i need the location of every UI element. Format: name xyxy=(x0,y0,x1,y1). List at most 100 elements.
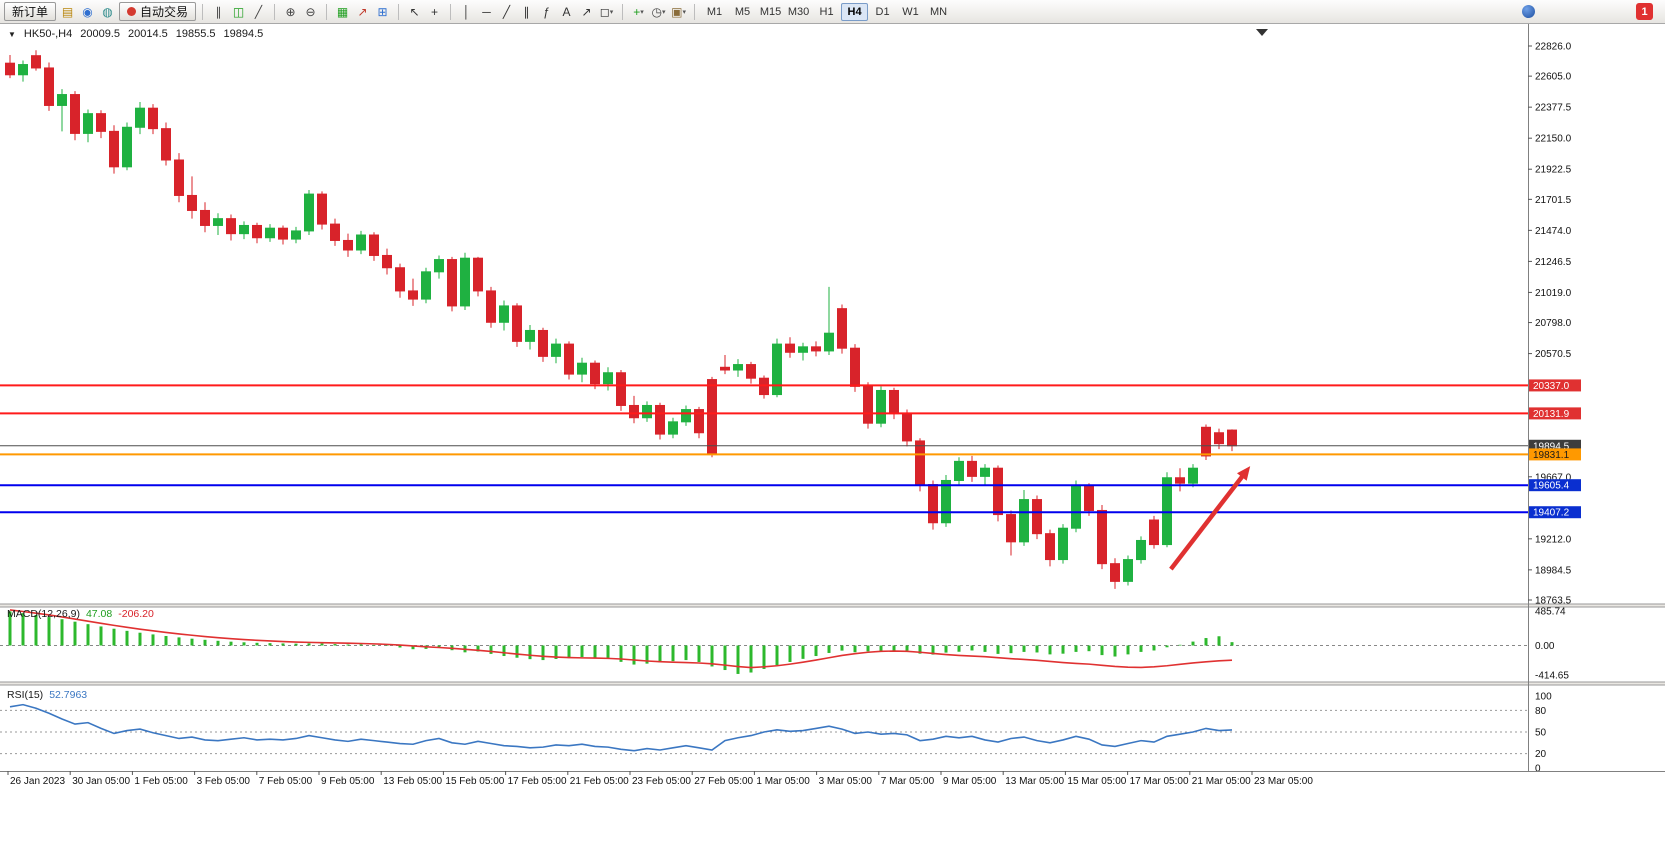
toolbar-right: 1 xyxy=(1519,2,1661,21)
status-icon[interactable] xyxy=(1519,2,1538,21)
svg-text:1 Mar 05:00: 1 Mar 05:00 xyxy=(756,776,810,787)
toolbar-separator xyxy=(398,3,400,20)
svg-text:7 Feb 05:00: 7 Feb 05:00 xyxy=(259,776,313,787)
trend-arrow[interactable] xyxy=(1169,466,1251,571)
svg-text:22605.0: 22605.0 xyxy=(1535,72,1572,83)
svg-text:18763.5: 18763.5 xyxy=(1535,596,1572,607)
arrows-icon[interactable]: ↗ xyxy=(581,4,592,19)
timeframe-h4-button[interactable]: H4 xyxy=(841,2,869,21)
svg-text:21474.0: 21474.0 xyxy=(1535,226,1572,237)
svg-text:20: 20 xyxy=(1535,749,1547,760)
community-icon[interactable]: ◍ xyxy=(102,4,113,19)
cursor-icon[interactable]: ↖ xyxy=(409,4,420,19)
channel-icon[interactable]: ∥ xyxy=(523,4,530,19)
macd-panel xyxy=(0,609,1528,674)
svg-text:80: 80 xyxy=(1535,706,1547,717)
timeframe-m30-button[interactable]: M30 xyxy=(787,5,810,18)
template-icon[interactable]: ▣ ▾ xyxy=(671,4,686,19)
svg-text:23 Mar 05:00: 23 Mar 05:00 xyxy=(1254,776,1313,787)
dropdown-caret-icon[interactable]: ▾ xyxy=(662,8,666,16)
drawing-tools-group: │ ─ ╱ ∥ ƒ A ↗ ◻ ▾ xyxy=(457,2,616,21)
low-value: 19855.5 xyxy=(175,28,216,40)
dropdown-caret-icon[interactable]: ▾ xyxy=(609,8,614,16)
timeframe-h1-button[interactable]: H1 xyxy=(819,5,834,18)
svg-text:21246.5: 21246.5 xyxy=(1535,257,1572,268)
toolbar: 新订单 ▤ ◉ ◍ 自动交易 ∥ ◫ ╱ ⊕ ⊖ ▦ ↗ ⊞ ↖ + │ ─ ╱ ∥ ƒ A ↗ ◻ ▾ + ▾ ◷… xyxy=(0,0,1665,24)
add-indicator-icon[interactable]: + ▾ xyxy=(633,4,644,19)
zoom-in-icon[interactable]: ⊕ xyxy=(285,4,296,19)
svg-text:19831.1: 19831.1 xyxy=(1533,450,1570,461)
fibonacci-icon[interactable]: ƒ xyxy=(543,4,550,19)
notification-badge[interactable]: 1 xyxy=(1636,3,1653,20)
svg-text:30 Jan 05:00: 30 Jan 05:00 xyxy=(72,776,130,787)
new-order-button[interactable]: 新订单 xyxy=(4,2,57,21)
line-chart-icon[interactable]: ╱ xyxy=(254,4,263,19)
market-watch-icon[interactable]: ▤ xyxy=(61,4,74,19)
svg-text:21 Feb 05:00: 21 Feb 05:00 xyxy=(570,776,629,787)
timeframe-d1-button[interactable]: D1 xyxy=(875,5,890,18)
tile-windows-icon[interactable]: ⊞ xyxy=(377,4,388,19)
svg-text:9 Feb 05:00: 9 Feb 05:00 xyxy=(321,776,375,787)
svg-text:21 Mar 05:00: 21 Mar 05:00 xyxy=(1192,776,1251,787)
timeframe-m1-button[interactable]: M1 xyxy=(706,5,723,18)
profile-icon[interactable]: ◉ xyxy=(82,4,93,19)
macd-main-value: 47.08 xyxy=(85,608,113,620)
timeframe-mn-button[interactable]: MN xyxy=(929,5,948,18)
rsi-panel xyxy=(0,703,1528,755)
shapes-icon[interactable]: ◻ ▾ xyxy=(599,4,614,19)
svg-text:22377.5: 22377.5 xyxy=(1535,103,1572,114)
candles[interactable] xyxy=(5,50,1237,589)
rsi-name: RSI(15) xyxy=(7,689,44,701)
zoom-out-icon[interactable]: ⊖ xyxy=(305,4,316,19)
svg-text:15 Feb 05:00: 15 Feb 05:00 xyxy=(445,776,504,787)
grid-icon[interactable]: ▦ xyxy=(336,4,349,19)
svg-text:1 Feb 05:00: 1 Feb 05:00 xyxy=(134,776,188,787)
period-icon[interactable]: ◷ ▾ xyxy=(651,4,666,19)
svg-text:13 Mar 05:00: 13 Mar 05:00 xyxy=(1005,776,1064,787)
chart-window[interactable]: 22826.0 22605.0 22377.5 22150.0 21922.5 21701… xyxy=(0,24,1665,842)
timeframe-w1-button[interactable]: W1 xyxy=(902,5,919,18)
svg-text:21019.0: 21019.0 xyxy=(1535,288,1572,299)
svg-text:13 Feb 05:00: 13 Feb 05:00 xyxy=(383,776,442,787)
cursor-group: ↖ + xyxy=(405,2,444,21)
svg-text:19407.2: 19407.2 xyxy=(1533,508,1570,519)
svg-text:23 Feb 05:00: 23 Feb 05:00 xyxy=(632,776,691,787)
timeframe-m5-button[interactable]: M5 xyxy=(734,5,751,18)
status-circle-icon xyxy=(1522,5,1535,18)
text-icon[interactable]: A xyxy=(562,4,571,19)
svg-text:27 Feb 05:00: 27 Feb 05:00 xyxy=(694,776,753,787)
window-tools-group: ▦ ↗ ⊞ xyxy=(333,2,392,21)
price-chart[interactable]: 22826.0 22605.0 22377.5 22150.0 21922.5 21701… xyxy=(0,24,1665,842)
svg-text:21922.5: 21922.5 xyxy=(1535,165,1572,176)
svg-text:15 Mar 05:00: 15 Mar 05:00 xyxy=(1067,776,1126,787)
vertical-line-icon[interactable]: │ xyxy=(462,4,471,19)
dropdown-caret-icon[interactable]: ▾ xyxy=(640,8,644,16)
timeframe-group: M1 M5 M15 M30 H1 H4 D1 W1 MN xyxy=(701,2,952,21)
insert-tools-group: + ▾ ◷ ▾ ▣ ▾ xyxy=(629,2,688,21)
svg-text:100: 100 xyxy=(1535,692,1552,703)
chart-shift-marker-icon[interactable] xyxy=(1256,29,1268,36)
crosshair-icon[interactable]: + xyxy=(431,4,439,19)
svg-text:22150.0: 22150.0 xyxy=(1535,134,1572,145)
macd-signal-value: -206.20 xyxy=(118,608,154,620)
collapse-triangle-icon[interactable]: ▼ xyxy=(8,29,16,39)
svg-text:22826.0: 22826.0 xyxy=(1535,42,1572,53)
indicators-window-icon[interactable]: ↗ xyxy=(357,4,368,19)
svg-text:19212.0: 19212.0 xyxy=(1535,534,1572,545)
time-axis[interactable]: 26 Jan 2023 30 Jan 05:00 1 Feb 05:00 3 Feb … xyxy=(0,771,1665,787)
price-axis[interactable]: 22826.0 22605.0 22377.5 22150.0 21922.5 21701… xyxy=(1528,24,1581,775)
timeframe-m15-button[interactable]: M15 xyxy=(759,5,782,18)
rsi-label: RSI(15) 52.7963 xyxy=(7,689,87,701)
trendline-icon[interactable]: ╱ xyxy=(502,4,511,19)
svg-text:20570.5: 20570.5 xyxy=(1535,349,1572,360)
svg-text:17 Feb 05:00: 17 Feb 05:00 xyxy=(508,776,567,787)
candle-chart-icon[interactable]: ◫ xyxy=(232,4,245,19)
chart-header: ▼ HK50-,H4 20009.5 20014.5 19855.5 19894… xyxy=(8,28,263,40)
svg-text:17 Mar 05:00: 17 Mar 05:00 xyxy=(1130,776,1189,787)
auto-trading-button[interactable]: 自动交易 xyxy=(119,2,197,21)
dropdown-caret-icon[interactable]: ▾ xyxy=(682,8,686,16)
bar-chart-icon[interactable]: ∥ xyxy=(215,4,222,19)
horizontal-line-icon[interactable]: ─ xyxy=(482,4,491,19)
toolbar-separator xyxy=(622,3,624,20)
horizontal-lines[interactable] xyxy=(0,384,1528,514)
